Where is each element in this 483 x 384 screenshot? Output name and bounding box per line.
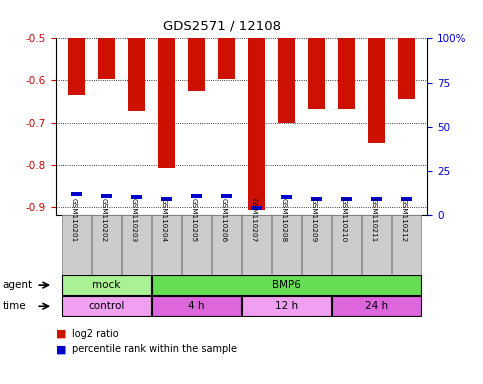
- Bar: [332, 296, 421, 316]
- Text: GSM110203: GSM110203: [130, 198, 137, 242]
- Text: GSM110207: GSM110207: [251, 198, 256, 242]
- Bar: [122, 215, 151, 275]
- Text: BMP6: BMP6: [272, 280, 301, 290]
- Bar: [152, 275, 421, 295]
- Bar: [278, 38, 295, 123]
- Text: GDS2571 / 12108: GDS2571 / 12108: [163, 20, 281, 33]
- Bar: [281, 195, 292, 199]
- Text: GSM110206: GSM110206: [221, 198, 227, 242]
- Text: 12 h: 12 h: [275, 301, 298, 311]
- Text: GSM110202: GSM110202: [100, 198, 107, 242]
- Bar: [338, 38, 355, 109]
- Text: GSM110209: GSM110209: [311, 198, 316, 242]
- Text: GSM110205: GSM110205: [190, 198, 197, 242]
- Bar: [92, 215, 121, 275]
- Text: agent: agent: [2, 280, 32, 290]
- Text: GSM110211: GSM110211: [370, 198, 376, 242]
- Bar: [212, 215, 241, 275]
- Bar: [242, 296, 331, 316]
- Text: 4 h: 4 h: [188, 301, 205, 311]
- Bar: [161, 197, 172, 201]
- Bar: [62, 275, 151, 295]
- Bar: [368, 38, 385, 143]
- Bar: [272, 215, 301, 275]
- Bar: [362, 215, 391, 275]
- Bar: [182, 215, 211, 275]
- Bar: [332, 215, 361, 275]
- Bar: [311, 197, 322, 201]
- Bar: [128, 38, 145, 111]
- Text: GSM110204: GSM110204: [160, 198, 167, 242]
- Bar: [242, 215, 271, 275]
- Bar: [398, 38, 415, 99]
- Text: mock: mock: [92, 280, 121, 290]
- Text: GSM110208: GSM110208: [281, 198, 286, 242]
- Bar: [218, 38, 235, 79]
- Text: GSM110212: GSM110212: [400, 198, 407, 242]
- Bar: [191, 194, 202, 197]
- Text: GSM110201: GSM110201: [71, 198, 76, 242]
- Bar: [152, 215, 181, 275]
- Bar: [101, 194, 112, 197]
- Bar: [251, 206, 262, 210]
- Bar: [248, 38, 265, 210]
- Bar: [68, 38, 85, 95]
- Bar: [152, 296, 241, 316]
- Bar: [221, 194, 232, 197]
- Text: ■: ■: [56, 344, 66, 354]
- Bar: [371, 197, 382, 201]
- Bar: [62, 215, 91, 275]
- Text: time: time: [2, 301, 26, 311]
- Bar: [158, 38, 175, 167]
- Bar: [308, 38, 325, 109]
- Bar: [71, 192, 82, 196]
- Bar: [341, 197, 352, 201]
- Bar: [62, 296, 151, 316]
- Bar: [401, 197, 412, 201]
- Text: percentile rank within the sample: percentile rank within the sample: [72, 344, 238, 354]
- Bar: [131, 195, 142, 199]
- Bar: [188, 38, 205, 91]
- Bar: [302, 215, 331, 275]
- Text: ■: ■: [56, 329, 66, 339]
- Bar: [392, 215, 421, 275]
- Text: log2 ratio: log2 ratio: [72, 329, 119, 339]
- Text: 24 h: 24 h: [365, 301, 388, 311]
- Bar: [98, 38, 115, 79]
- Text: control: control: [88, 301, 125, 311]
- Text: GSM110210: GSM110210: [341, 198, 346, 242]
